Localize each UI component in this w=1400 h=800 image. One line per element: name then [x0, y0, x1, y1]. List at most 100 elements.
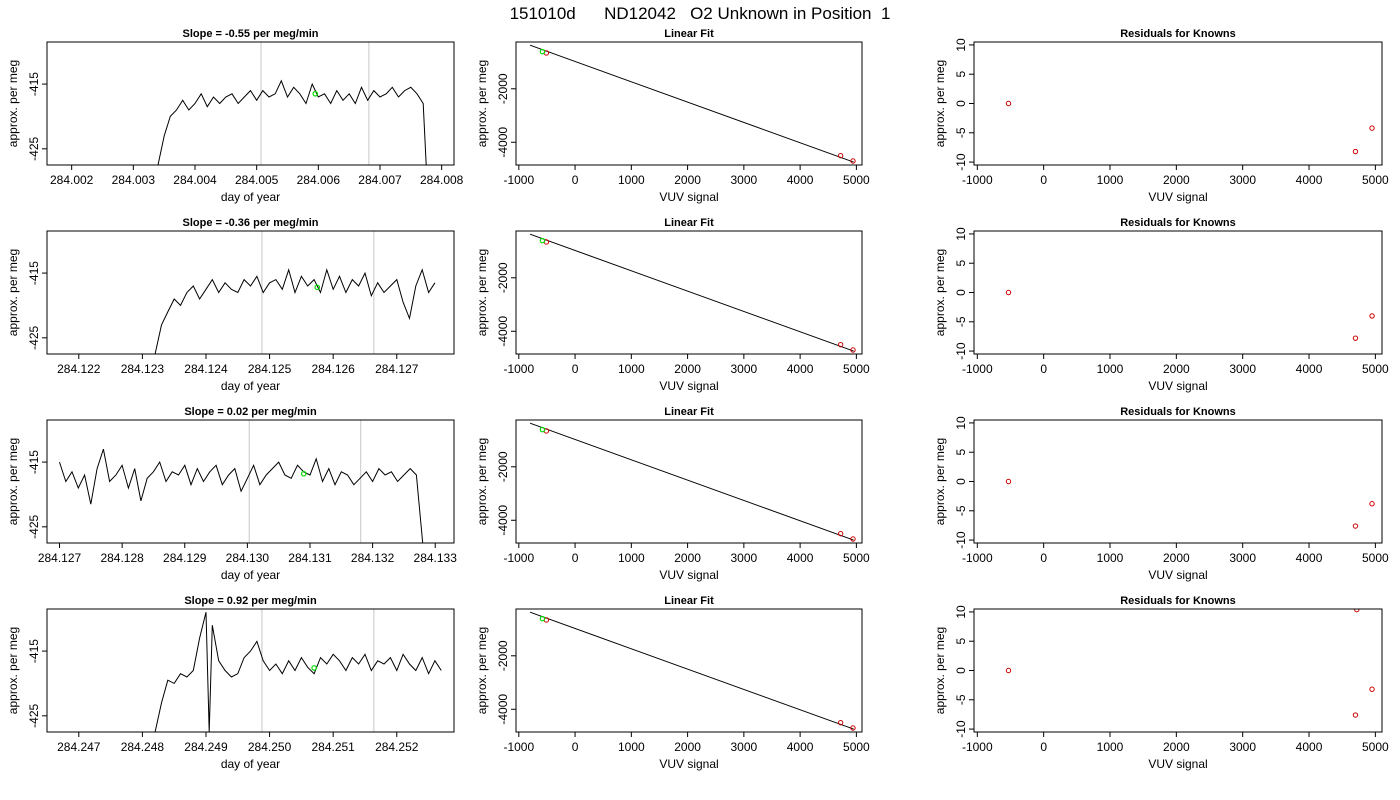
x-tick-label: 3000: [731, 362, 758, 376]
x-tick-label: -1000: [503, 551, 534, 565]
x-tick-label: 5000: [843, 173, 870, 187]
data-point: [1369, 501, 1375, 507]
data-point: [543, 50, 550, 56]
x-axis-label: day of year: [221, 568, 280, 582]
x-tick-label: 284.008: [420, 173, 464, 187]
x-tick-label: 0: [1040, 740, 1047, 754]
x-tick-label: 5000: [843, 551, 870, 565]
y-tick-label: 5: [954, 71, 968, 78]
x-tick-label: 284.123: [121, 362, 165, 376]
x-tick-label: 2000: [1163, 740, 1190, 754]
plot-frame: [46, 608, 455, 733]
x-tick-label: 0: [1040, 173, 1047, 187]
x-axis-label: VUV signal: [659, 568, 718, 582]
x-tick-label: 0: [572, 173, 579, 187]
chart-title: Linear Fit: [664, 595, 714, 607]
x-tick-label: 3000: [1229, 173, 1256, 187]
plot-frame: [515, 608, 863, 733]
chart-title: Residuals for Knowns: [1120, 28, 1236, 40]
y-tick-label: -415: [27, 72, 41, 96]
x-tick-label: 0: [572, 551, 579, 565]
x-tick-label: 284.252: [375, 740, 419, 754]
y-tick-label: 0: [954, 478, 968, 485]
y-tick-label: -5: [954, 316, 968, 327]
x-tick-label: 284.248: [121, 740, 165, 754]
x-tick-label: 284.003: [112, 173, 156, 187]
x-tick-label: 2000: [1163, 362, 1190, 376]
x-tick-label: 5000: [843, 362, 870, 376]
x-tick-label: 284.127: [38, 551, 82, 565]
data-point: [850, 725, 856, 731]
y-tick-label: -425: [27, 325, 41, 349]
y-tick-label: -4000: [496, 127, 510, 158]
x-tick-label: -1000: [962, 740, 993, 754]
chart-title: Residuals for Knowns: [1120, 406, 1236, 418]
x-axis-label: VUV signal: [659, 757, 718, 771]
y-tick-label: -10: [954, 342, 968, 360]
x-tick-label: 4000: [1296, 551, 1323, 565]
y-tick-label: -4000: [496, 505, 510, 536]
x-tick-label: 284.128: [100, 551, 144, 565]
highlight-point: [312, 90, 319, 97]
x-tick-label: 284.126: [311, 362, 355, 376]
x-tick-label: 3000: [1229, 551, 1256, 565]
x-tick-label: 2000: [674, 740, 701, 754]
x-tick-label: 3000: [731, 551, 758, 565]
chart-title: Residuals for Knowns: [1120, 595, 1236, 607]
data-area: [154, 609, 442, 732]
panel-0-2: -1000 0 1000 2000 3000 4000 5000 10 5 0 -5 -10 Resid…: [933, 28, 1389, 204]
y-tick-label: -425: [27, 514, 41, 538]
x-tick-label: 0: [572, 362, 579, 376]
x-tick-label: 5000: [843, 740, 870, 754]
x-tick-label: 284.006: [297, 173, 341, 187]
data-point: [1005, 667, 1012, 674]
y-axis-label: approx. per meg: [933, 438, 947, 525]
x-tick-label: 284.125: [248, 362, 292, 376]
x-tick-label: 284.249: [184, 740, 228, 754]
x-tick-label: 1000: [1097, 362, 1124, 376]
x-tick-label: 1000: [618, 740, 645, 754]
panel-2-1: -1000 0 1000 2000 3000 4000 5000 -2000 -4000 Line…: [475, 406, 870, 582]
data-point: [1354, 609, 1360, 613]
x-tick-label: 4000: [787, 173, 814, 187]
panel-2-0: 284.127 284.128 284.129 284.130 284.131 284.1…: [6, 406, 457, 582]
x-tick-label: 1000: [1097, 551, 1124, 565]
plot-frame: [973, 419, 1383, 544]
x-tick-label: 284.130: [226, 551, 270, 565]
plot-frame: [515, 41, 863, 166]
data-area: [59, 420, 424, 543]
y-axis-label: approx. per meg: [475, 627, 489, 714]
x-tick-label: 2000: [1163, 551, 1190, 565]
x-axis-label: VUV signal: [659, 379, 718, 393]
data-point: [1352, 523, 1359, 529]
highlight-point: [539, 426, 546, 433]
y-tick-label: -4000: [496, 316, 510, 347]
panel-1-2: -1000 0 1000 2000 3000 4000 5000 10 5 0 -5 -10 Resid…: [933, 217, 1389, 393]
data-area: [1005, 100, 1375, 155]
x-tick-label: 5000: [1362, 362, 1389, 376]
x-tick-label: 2000: [674, 551, 701, 565]
y-axis-label: approx. per meg: [6, 60, 20, 147]
fit-line: [529, 611, 854, 730]
x-tick-label: 4000: [1296, 740, 1323, 754]
x-tick-label: 284.127: [375, 362, 419, 376]
x-axis-label: VUV signal: [1148, 757, 1207, 771]
plot-frame: [973, 608, 1383, 733]
chart-title: Slope = -0.36 per meg/min: [182, 217, 318, 229]
plot-frame: [46, 419, 455, 544]
y-axis-label: approx. per meg: [933, 249, 947, 336]
data-point: [543, 428, 550, 434]
data-point: [1005, 289, 1012, 296]
panel-3-0: 284.247 284.248 284.249 284.250 284.251 284.2…: [6, 595, 455, 771]
plot-frame: [973, 41, 1383, 166]
x-tick-label: -1000: [503, 173, 534, 187]
x-tick-label: 284.129: [163, 551, 207, 565]
x-tick-label: 3000: [1229, 362, 1256, 376]
data-point: [1369, 125, 1375, 131]
highlight-point: [539, 48, 546, 55]
y-tick-label: -5: [954, 694, 968, 705]
highlight-point: [539, 615, 546, 622]
y-tick-label: 10: [954, 38, 968, 52]
data-point: [543, 239, 550, 245]
